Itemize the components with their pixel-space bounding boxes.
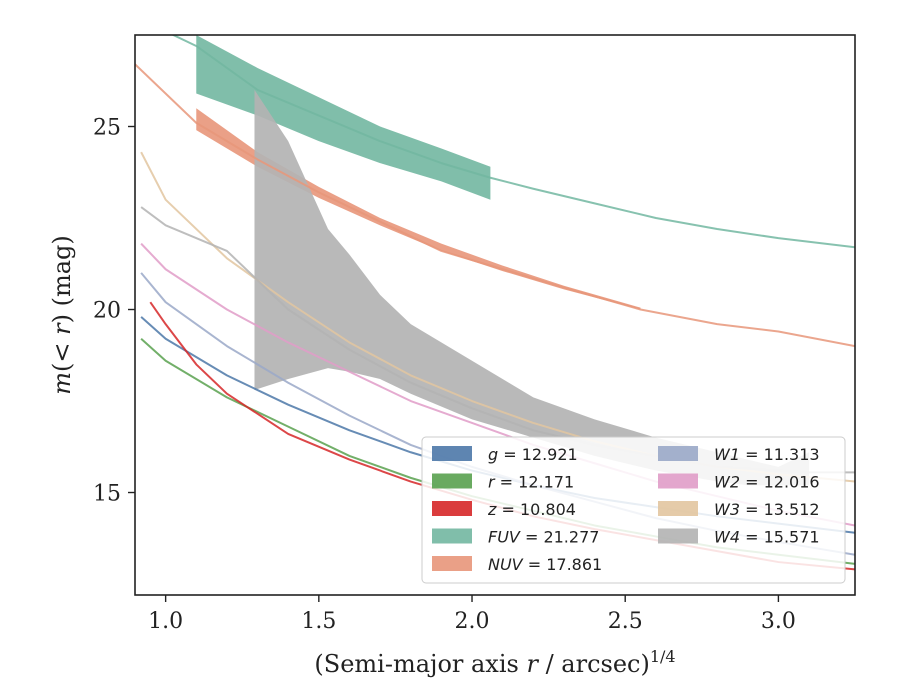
y-axis-title-var: r [48, 322, 76, 335]
legend-swatch-w4 [658, 528, 698, 544]
x-tick-label: 1.5 [301, 609, 336, 634]
legend-label-g: g = 12.921 [488, 445, 578, 464]
x-axis: 1.0 1.5 2.0 2.5 3.0 [148, 595, 796, 634]
legend-swatch-w2 [658, 473, 698, 489]
y-tick-label: 20 [93, 299, 121, 324]
legend-label-z: z = 10.804 [487, 500, 576, 519]
x-axis-title-var: r [526, 650, 539, 678]
legend-swatch-g [432, 446, 472, 461]
x-tick-label: 2.0 [455, 609, 490, 634]
legend-swatch-fuv [432, 528, 472, 544]
x-tick-label: 2.5 [608, 609, 643, 634]
x-axis-title: (Semi-major axis r / arcsec)1/4 [314, 647, 675, 678]
x-tick-label: 1.0 [148, 609, 183, 634]
x-tick-label: 3.0 [761, 609, 796, 634]
legend-label-r: r = 12.171 [488, 473, 574, 492]
series-line-nuv [135, 63, 855, 348]
legend-swatch-nuv [432, 556, 472, 571]
x-axis-title-main: (Semi-major axis [314, 650, 526, 678]
y-axis-title-mid: (< [48, 335, 76, 372]
y-axis: 15 20 25 [93, 116, 135, 507]
legend-label-w2: W2 = 12.016 [714, 473, 820, 492]
legend-label-w3: W3 = 13.512 [714, 500, 820, 519]
x-axis-title-sup: 1/4 [650, 647, 676, 666]
legend-swatch-r [432, 473, 472, 489]
y-tick-label: 15 [93, 482, 121, 507]
legend-swatch-w1 [658, 446, 698, 461]
legend-label-nuv: NUV = 17.861 [488, 555, 602, 574]
band-layer [196, 35, 810, 486]
band-fuv [196, 35, 491, 200]
y-tick-label: 25 [93, 116, 121, 141]
legend-swatch-z [432, 501, 472, 516]
legend-swatch-w3 [658, 501, 698, 516]
legend-label-w4: W4 = 15.571 [714, 528, 820, 547]
band-w4 [254, 89, 810, 486]
y-axis-title: m(< r) (mag) [48, 235, 76, 395]
series-line-fuv [170, 35, 855, 249]
plot-frame [134, 34, 856, 596]
x-axis-title-rest: / arcsec) [538, 650, 650, 678]
y-axis-title-post: ) (mag) [48, 235, 76, 323]
y-axis-title-pre: m [48, 372, 76, 395]
legend-label-fuv: FUV = 21.277 [488, 528, 599, 547]
legend-box [421, 436, 846, 584]
legend: g = 12.921 r = 12.171 z = 10.804 FUV = 21.2… [421, 436, 846, 584]
legend-label-w1: W1 = 11.313 [714, 445, 820, 464]
